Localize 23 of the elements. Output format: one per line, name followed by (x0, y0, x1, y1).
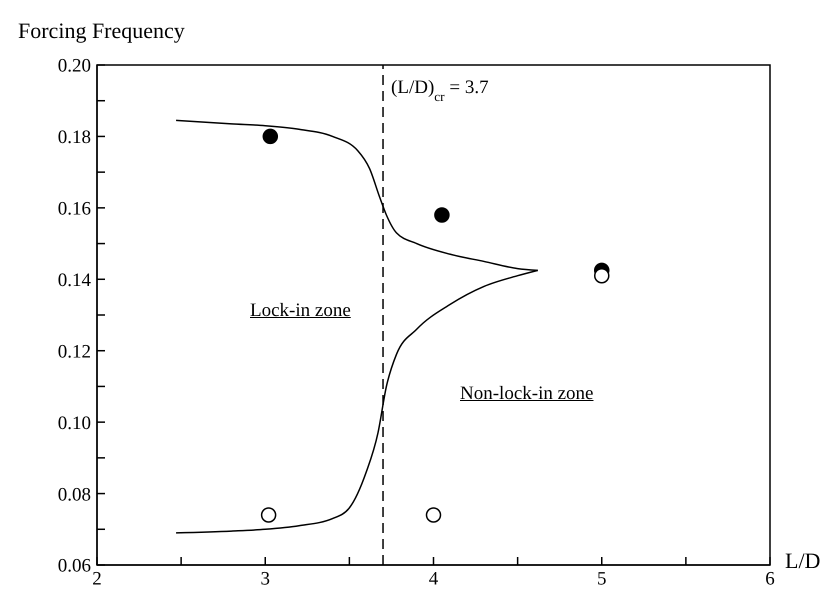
y-tick-label: 0.20 (58, 56, 91, 77)
x-tick-label: 6 (765, 568, 775, 590)
y-tick-label: 0.14 (58, 270, 92, 292)
y-axis-title: Forcing Frequency (18, 18, 185, 44)
annotation: Non-lock-in zone (460, 383, 594, 405)
annotation: Lock-in zone (250, 300, 351, 322)
y-tick-label: 0.08 (58, 484, 91, 506)
point (426, 507, 442, 523)
ref-line-label: (L/D)$_{cr}$ = 3.7 (391, 77, 489, 104)
y-tick-label: 0.10 (58, 412, 91, 434)
y-tick-label: 0.12 (58, 341, 91, 362)
point (260, 507, 276, 523)
point (262, 128, 278, 144)
x-tick-label: 4 (428, 568, 439, 590)
point (594, 268, 610, 284)
x-tick-label: 5 (597, 568, 606, 590)
y-tick-label: 0.16 (58, 198, 91, 220)
y-tick-label: 0.06 (58, 556, 91, 577)
y-tick-label: 0.18 (58, 127, 91, 148)
x-tick-label: 2 (92, 568, 102, 590)
point (434, 207, 450, 223)
x-tick-label: 3 (260, 568, 270, 590)
x-axis-title: L/D (785, 548, 820, 574)
